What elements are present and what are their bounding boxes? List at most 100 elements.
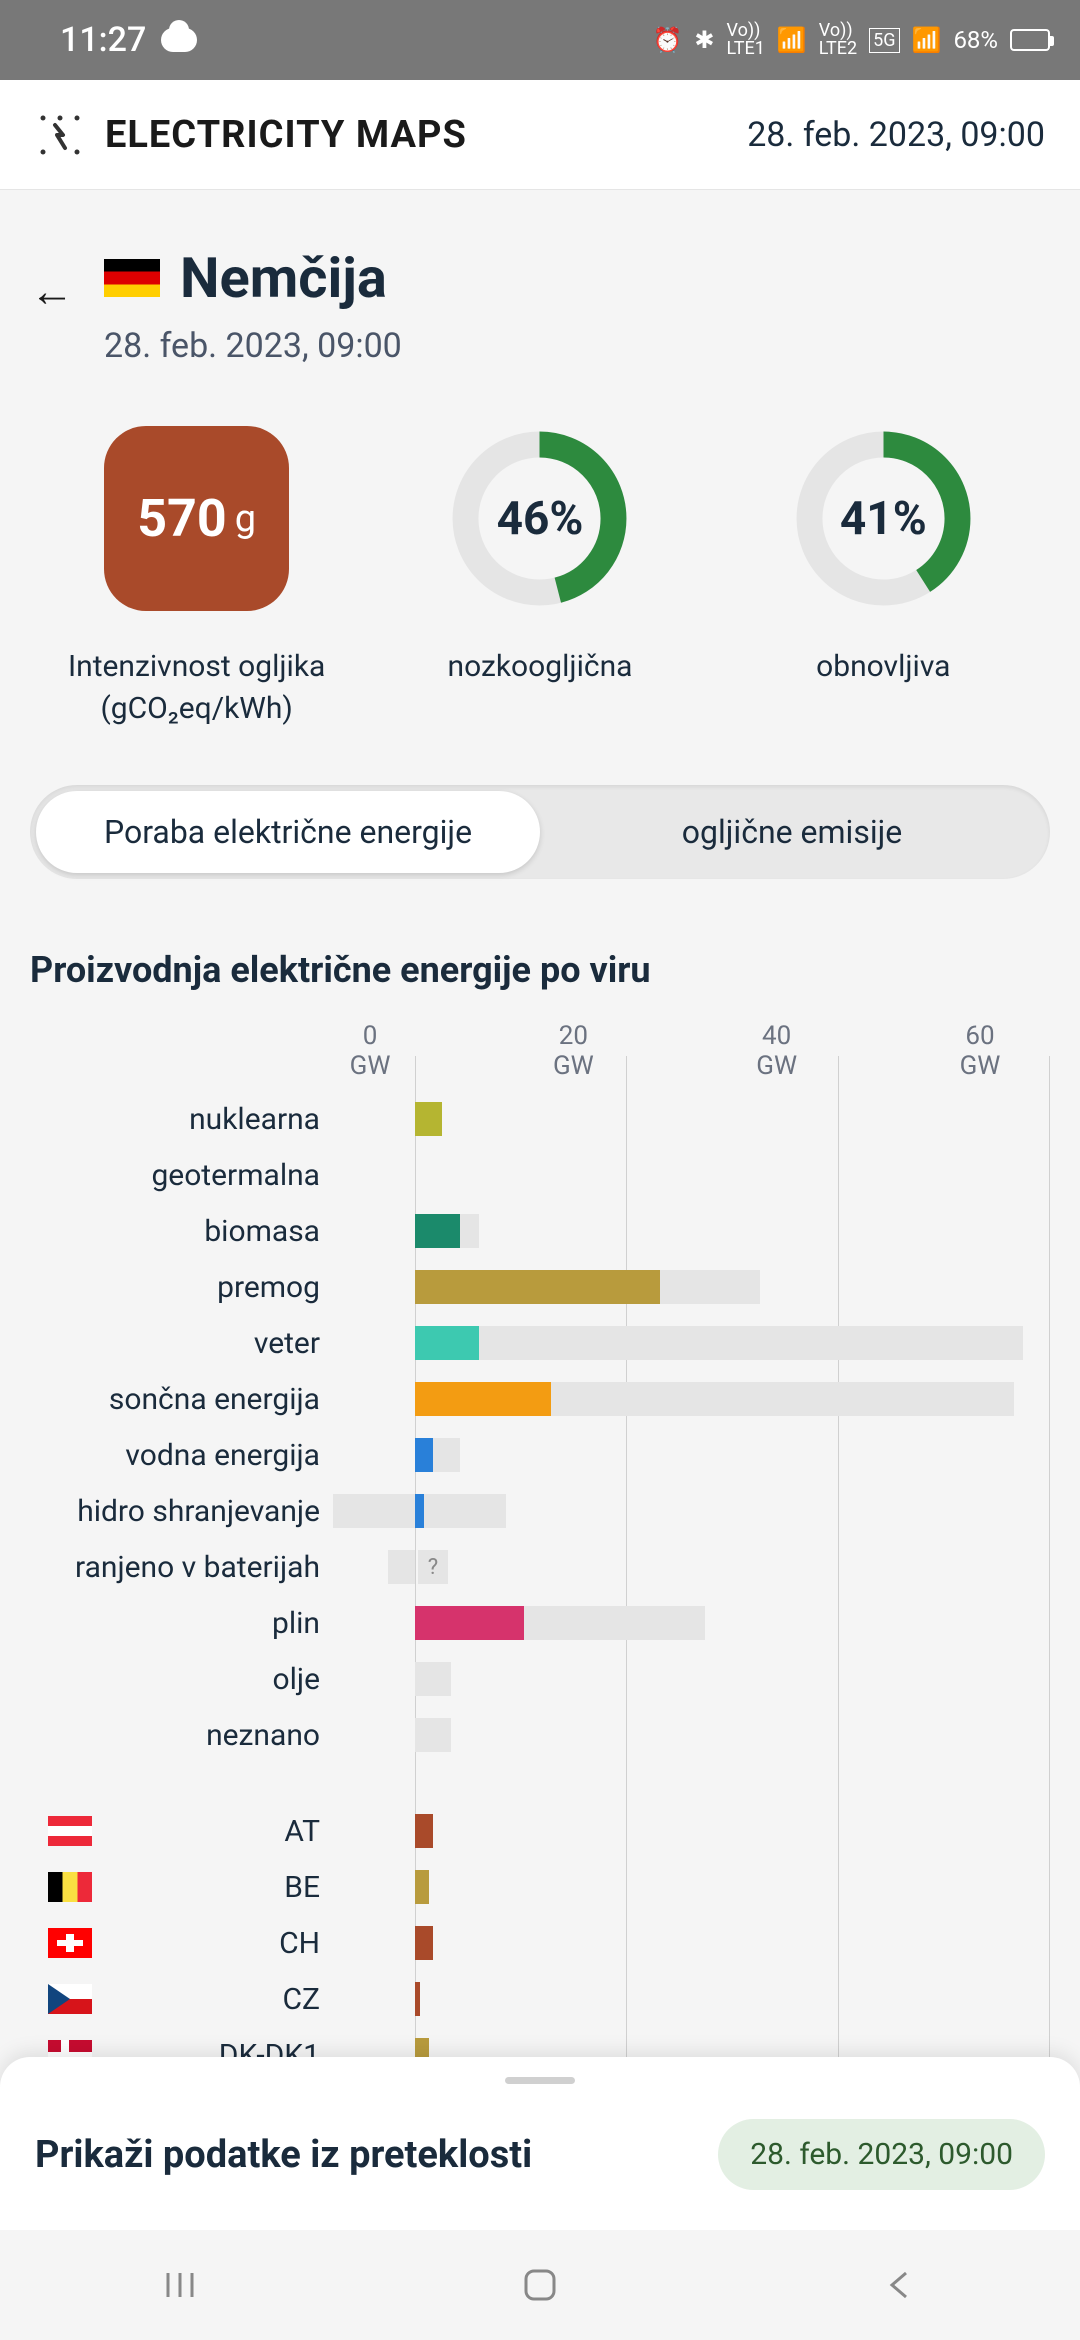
source-bar-row[interactable]: nuklearna: [30, 1091, 1050, 1147]
bar-cell: [340, 1270, 1050, 1304]
source-label: plin: [30, 1606, 340, 1641]
lte1-indicator: Vo))LTE1: [727, 22, 765, 58]
country-code: AT: [110, 1814, 340, 1849]
bar-cell: [340, 1982, 1050, 2016]
mode-toggle: Poraba električne energije ogljične emis…: [30, 785, 1050, 879]
source-bar-row[interactable]: veter: [30, 1315, 1050, 1371]
bar-cell: [340, 1606, 1050, 1640]
chart-area: 0 GW 20 GW 40 GW 60 GW nuklearna geoterma…: [30, 1021, 1050, 2083]
android-nav-bar: [0, 2230, 1080, 2340]
zone-name: Nemčija: [180, 245, 387, 311]
axis-tick: 40 GW: [747, 1021, 807, 1081]
source-bar-row[interactable]: biomasa: [30, 1203, 1050, 1259]
country-bar-row[interactable]: CH: [30, 1915, 1050, 1971]
germany-flag-icon: [104, 259, 160, 297]
bar-cell: [340, 1718, 1050, 1752]
stats-row: 570 g Intenzivnost ogljika (gCO₂eq/kWh) …: [30, 426, 1050, 730]
country-flag-icon: [30, 1816, 110, 1846]
net-5g-icon: 5G: [869, 28, 899, 53]
app-logo[interactable]: ELECTRICITY MAPS: [35, 110, 467, 160]
source-bar-row[interactable]: sončna energija: [30, 1371, 1050, 1427]
source-bar-row[interactable]: premog: [30, 1259, 1050, 1315]
country-code: CH: [110, 1926, 340, 1961]
sheet-row: Prikaži podatke iz preteklosti 28. feb. …: [35, 2119, 1045, 2190]
bar-cell: [340, 1158, 1050, 1192]
history-bottom-sheet[interactable]: Prikaži podatke iz preteklosti 28. feb. …: [0, 2057, 1080, 2230]
electricity-maps-logo-icon: [35, 110, 85, 160]
renewable-label: obnovljiva: [717, 646, 1050, 688]
carbon-label: Intenzivnost ogljika (gCO₂eq/kWh): [30, 646, 363, 730]
source-bar-row[interactable]: ranjeno v baterijah?: [30, 1539, 1050, 1595]
bar-cell: [340, 1870, 1050, 1904]
source-label: sončna energija: [30, 1382, 340, 1417]
country-flag-icon: [30, 1872, 110, 1902]
battery-icon: [1010, 29, 1050, 51]
bar-cell: [340, 1438, 1050, 1472]
source-bar-row[interactable]: vodna energija: [30, 1427, 1050, 1483]
nav-home-icon[interactable]: [510, 2255, 570, 2315]
sheet-title: Prikaži podatke iz preteklosti: [35, 2133, 532, 2177]
country-code: BE: [110, 1870, 340, 1905]
app-header: ELECTRICITY MAPS 28. feb. 2023, 09:00: [0, 80, 1080, 190]
country-bar-row[interactable]: AT: [30, 1803, 1050, 1859]
renewable-donut: 41%: [791, 426, 976, 611]
bar-cell: [340, 1494, 1050, 1528]
nav-recent-icon[interactable]: [150, 2255, 210, 2315]
source-bar-row[interactable]: geotermalna: [30, 1147, 1050, 1203]
chart-title: Proizvodnja električne energije po viru: [30, 949, 1050, 991]
renewable-card[interactable]: 41% obnovljiva: [717, 426, 1050, 688]
bar-cell: [340, 1926, 1050, 1960]
nav-back-icon[interactable]: [870, 2255, 930, 2315]
main-content: ← Nemčija 28. feb. 2023, 09:00 570 g Int…: [0, 190, 1080, 2103]
source-label: vodna energija: [30, 1438, 340, 1473]
source-label: neznano: [30, 1718, 340, 1753]
sheet-handle-icon[interactable]: [505, 2077, 575, 2084]
date-chip[interactable]: 28. feb. 2023, 09:00: [718, 2119, 1045, 2190]
status-time: 11:27: [60, 20, 146, 60]
low-carbon-value: 46%: [497, 492, 584, 546]
source-label: nuklearna: [30, 1102, 340, 1137]
country-bar-row[interactable]: BE: [30, 1859, 1050, 1915]
source-bar-row[interactable]: plin: [30, 1595, 1050, 1651]
weather-cloud-icon: [161, 28, 197, 52]
bar-cell: [340, 1814, 1050, 1848]
source-bar-row[interactable]: hidro shranjevanje: [30, 1483, 1050, 1539]
zone-title-row: Nemčija: [104, 245, 1050, 311]
toggle-consumption[interactable]: Poraba električne energije: [36, 791, 540, 873]
toggle-emissions[interactable]: ogljične emisije: [540, 791, 1044, 873]
android-status-bar: 11:27 ⏰ ✱ Vo))LTE1 📶 Vo))LTE2 5G 📶 68%: [0, 0, 1080, 80]
source-bar-row[interactable]: olje: [30, 1651, 1050, 1707]
source-bar-row[interactable]: neznano: [30, 1707, 1050, 1763]
source-label: geotermalna: [30, 1158, 340, 1193]
status-left: 11:27: [60, 20, 197, 60]
country-bars: ATBECHCZDK-DK1: [30, 1803, 1050, 2083]
source-bars: nuklearna geotermalna biomasa premog veter so…: [30, 1091, 1050, 1763]
source-label: hidro shranjevanje: [30, 1494, 340, 1529]
country-flag-icon: [30, 1984, 110, 2014]
production-chart-section: Proizvodnja električne energije po viru …: [30, 949, 1050, 2083]
low-carbon-card[interactable]: 46% nozkoogljična: [373, 426, 706, 688]
lte2-indicator: Vo))LTE2: [819, 22, 857, 58]
bar-cell: [340, 1214, 1050, 1248]
axis-tick: 0 GW: [340, 1021, 400, 1081]
zone-info: Nemčija 28. feb. 2023, 09:00: [104, 245, 1050, 366]
low-carbon-donut: 46%: [447, 426, 632, 611]
bluetooth-icon: ✱: [694, 26, 714, 54]
carbon-intensity-card[interactable]: 570 g Intenzivnost ogljika (gCO₂eq/kWh): [30, 426, 363, 730]
axis-tick: 60 GW: [950, 1021, 1010, 1081]
bar-cell: [340, 1382, 1050, 1416]
source-label: biomasa: [30, 1214, 340, 1249]
signal-icon-1: 📶: [777, 26, 807, 54]
source-label: ranjeno v baterijah: [30, 1550, 340, 1585]
alarm-icon: ⏰: [653, 26, 683, 54]
source-label: veter: [30, 1326, 340, 1361]
country-bar-row[interactable]: CZ: [30, 1971, 1050, 2027]
app-title: ELECTRICITY MAPS: [105, 113, 467, 157]
country-flag-icon: [30, 1928, 110, 1958]
back-arrow-icon[interactable]: ←: [30, 265, 74, 317]
status-right: ⏰ ✱ Vo))LTE1 📶 Vo))LTE2 5G 📶 68%: [653, 22, 1050, 58]
bar-cell: [340, 1102, 1050, 1136]
carbon-intensity-box: 570 g: [104, 426, 289, 611]
chart-x-axis: 0 GW 20 GW 40 GW 60 GW: [340, 1021, 1050, 1081]
country-code: CZ: [110, 1982, 340, 2017]
